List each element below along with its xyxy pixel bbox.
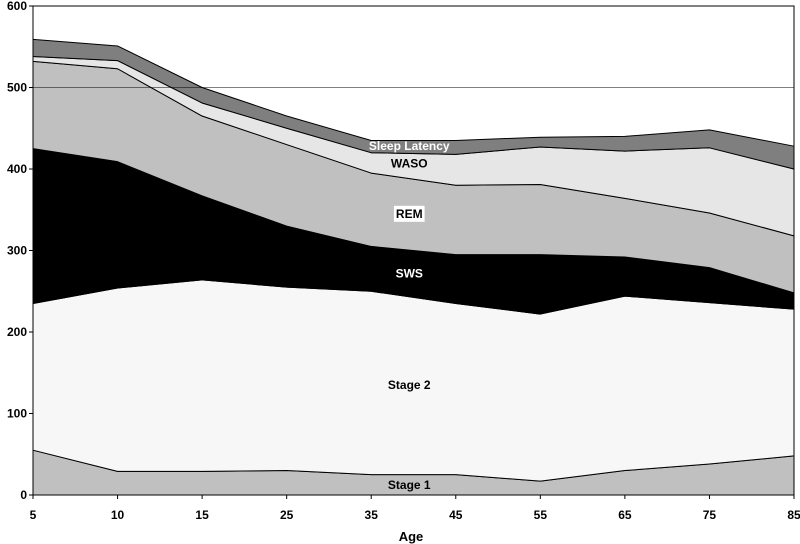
x-tick-label: 45: [449, 508, 463, 522]
x-tick-label: 35: [365, 508, 379, 522]
series-label-group: WASO: [391, 156, 428, 170]
x-tick-label: 85: [787, 508, 800, 522]
x-tick-label: 55: [534, 508, 548, 522]
y-tick-label: 600: [7, 0, 27, 13]
x-tick-label: 75: [703, 508, 717, 522]
x-axis: 5 10 15 25 35 45 55 65 75 85: [30, 495, 800, 522]
y-tick-label: 300: [7, 244, 27, 258]
x-axis-title: Age: [399, 529, 424, 544]
y-tick-label: 100: [7, 407, 27, 421]
series-label-sleep-latency: Sleep Latency: [369, 139, 450, 153]
series-label-stage-1: Stage 1: [388, 478, 431, 492]
series-label-group: REM: [393, 205, 425, 222]
series-label-group: Stage 1: [388, 478, 431, 492]
y-tick-label: 400: [7, 162, 27, 176]
y-axis: 0 100 200 300 400 500 600: [7, 0, 33, 502]
y-tick-label: 0: [20, 488, 27, 502]
x-tick-label: 15: [195, 508, 209, 522]
series-label-group: Sleep Latency: [369, 139, 450, 153]
series-labels-layer: Stage 1 Stage 2 SWS REM WASO Sleep Latency: [369, 139, 450, 492]
y-tick-label: 200: [7, 325, 27, 339]
series-label-group: Stage 2: [388, 378, 431, 392]
y-tick-label: 500: [7, 81, 27, 95]
series-label-sws: SWS: [396, 266, 423, 280]
series-label-group: SWS: [396, 266, 423, 280]
x-tick-label: 25: [280, 508, 294, 522]
areas-layer: [32, 38, 795, 496]
series-label-rem: REM: [396, 207, 423, 221]
series-label-waso: WASO: [391, 156, 428, 170]
series-label-stage-2: Stage 2: [388, 378, 431, 392]
x-tick-label: 65: [618, 508, 632, 522]
x-tick-label: 10: [111, 508, 125, 522]
x-tick-label: 5: [30, 508, 37, 522]
series-label-background: [393, 205, 425, 222]
